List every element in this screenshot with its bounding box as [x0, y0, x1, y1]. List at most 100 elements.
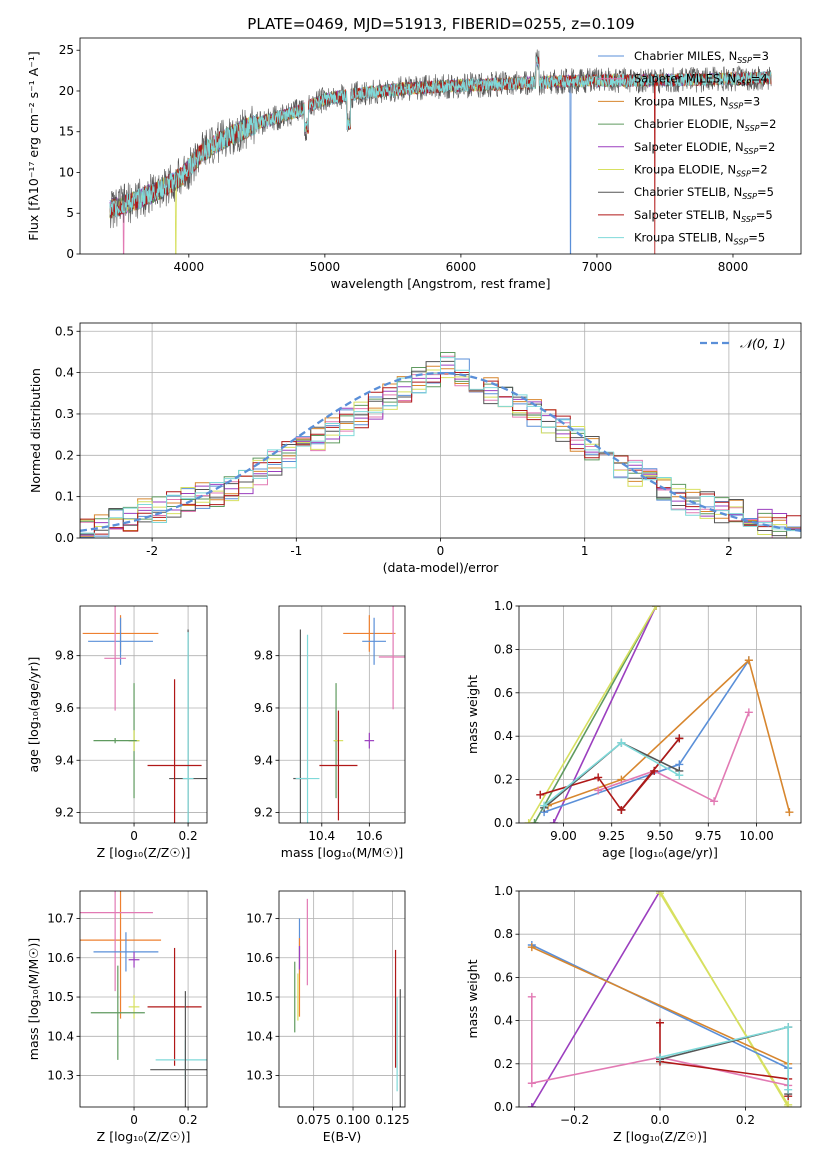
y-tick-label: 10.6: [47, 951, 74, 965]
weight-marker: [594, 786, 603, 795]
x-axis-label: Z [log₁₀(Z/Z☉)]: [613, 1129, 707, 1144]
weight-marker: [784, 1100, 793, 1107]
histogram-series: [80, 357, 801, 538]
y-tick-label: 9.4: [254, 753, 273, 767]
y-tick-label: 0.5: [55, 324, 74, 338]
spectrum-series-line: [109, 57, 772, 254]
weight-series-line: [531, 891, 661, 1107]
weight-marker: [652, 606, 661, 610]
legend-sub: SSP: [742, 192, 757, 201]
weight-series-line: [533, 606, 657, 823]
axes-frame: [518, 605, 802, 824]
legend-name: Chabrier STELIB, N: [634, 185, 742, 199]
axes-layer: 10.4 10.6 9.2 9.4 9.6 9.8 mass [log₁₀(M/M☉)]: [254, 605, 406, 860]
y-tick-label: 15: [59, 125, 74, 139]
y-axis-label: mass [log₁₀(M/M☉)]: [26, 938, 41, 1060]
x-axis-label: (data-model)/error: [383, 560, 500, 575]
axes-layer: 4000 5000 6000 7000 8000 0 5 10 15 20 25 wavelength…: [26, 37, 802, 291]
weight-series-line: [531, 944, 789, 1069]
y-tick-label: 10.5: [246, 990, 273, 1004]
y-tick-label: 10.4: [47, 1029, 74, 1043]
y-tick-label: 0.0: [494, 1100, 513, 1114]
y-tick-label: 0.4: [494, 729, 513, 743]
legend-suffix: =5: [748, 231, 765, 245]
y-tick-label: 20: [59, 84, 74, 98]
y-tick-label: 9.2: [55, 806, 74, 820]
axes-layer: 0.075 0.100 0.125 10.3 10.4 10.5 10.6 10.7 E(B-V…: [246, 890, 410, 1144]
legend-suffix: =2: [760, 117, 777, 131]
x-axis-label: Z [log₁₀(Z/Z☉)]: [97, 1129, 191, 1144]
weight-marker: [527, 943, 536, 952]
x-tick-label: 0: [130, 829, 138, 843]
mass-vs-ebv-panel: 0.075 0.100 0.125 10.3 10.4 10.5 10.6 10.7 E(B-V…: [246, 890, 410, 1144]
y-tick-label: 9.4: [55, 753, 74, 767]
axes-layer: −0.2 0.0 0.2 0.0 0.2 0.4 0.6 0.8 1.0 Z [log₁₀(Z/Z…: [465, 884, 802, 1144]
weight-marker: [617, 805, 626, 814]
x-tick-label: −0.2: [560, 1113, 589, 1127]
legend-suffix: =5: [756, 208, 773, 222]
legend-label: Kroupa ELODIE, NSSP=2: [634, 163, 768, 179]
y-tick-label: 5: [66, 206, 74, 220]
normal-curve: [80, 371, 801, 532]
weight-vs-age-panel: 9.00 9.25 9.50 9.75 10.00 0.0 0.2 0.4 0.6 0.8 1.0 a…: [465, 599, 802, 860]
x-tick-label: 7000: [582, 260, 613, 274]
axes-frame: [79, 890, 208, 1108]
legend-label: Salpeter ELODIE, NSSP=2: [634, 140, 775, 156]
axes-layer: 0 0.2 9.2 9.4 9.6 9.8 Z [log₁₀(Z/Z☉)] age [log₁…: [26, 605, 208, 860]
legend-label: 𝒩(0, 1): [740, 336, 786, 351]
age-vs-mass-panel: 10.4 10.6 9.2 9.4 9.6 9.8 mass [log₁₀(M/M☉)]: [254, 605, 406, 860]
weight-marker: [784, 1023, 793, 1032]
legend-suffix: =3: [752, 49, 769, 63]
y-tick-label: 0.6: [494, 970, 513, 984]
y-tick-label: 0.4: [494, 1014, 513, 1028]
legend-name: Chabrier MILES, N: [634, 49, 737, 63]
axes-layer: 9.00 9.25 9.50 9.75 10.00 0.0 0.2 0.4 0.6 0.8 1.0 a…: [465, 599, 802, 860]
weight-marker: [594, 773, 603, 782]
axes-frame: [79, 37, 802, 255]
data-layer: [527, 891, 793, 1107]
y-tick-label: 0.2: [494, 1057, 513, 1071]
legend-sub: SSP: [737, 56, 752, 65]
x-tick-label: 6000: [446, 260, 477, 274]
y-tick-label: 10.5: [47, 990, 74, 1004]
y-axis-label: mass weight: [465, 959, 480, 1038]
weight-series-line: [547, 658, 791, 813]
x-tick-label: 4000: [174, 260, 205, 274]
y-tick-label: 10.3: [246, 1069, 273, 1083]
legend-sub: SSP: [736, 79, 751, 88]
y-tick-label: 0.4: [55, 366, 74, 380]
weight-series-line: [531, 946, 789, 1065]
y-tick-label: 9.8: [55, 649, 74, 663]
x-axis-label: E(B-V): [323, 1129, 362, 1144]
legend-label: Chabrier MILES, NSSP=3: [634, 49, 769, 65]
histogram-series: [80, 371, 801, 538]
weight-series-line: [531, 996, 789, 1087]
y-tick-label: 0.8: [494, 642, 513, 656]
axes-frame: [278, 890, 406, 1108]
legend-suffix: =2: [751, 163, 768, 177]
x-tick-label: 9.00: [550, 829, 577, 843]
y-tick-label: 10.3: [47, 1069, 74, 1083]
weight-vs-metallicity-panel: −0.2 0.0 0.2 0.0 0.2 0.4 0.6 0.8 1.0 Z [log₁₀(Z/Z…: [465, 884, 802, 1144]
grid-lines: [80, 891, 207, 1107]
weight-series-line: [597, 712, 750, 803]
y-tick-label: 0.2: [55, 448, 74, 462]
data-layer: [82, 606, 207, 823]
y-tick-label: 0.2: [494, 773, 513, 787]
residuals-panel: -2 -1 0 1 2 0.0 0.1 0.2 0.3 0.4 0.5 (data-model)/er…: [28, 322, 802, 575]
legend-sub: SSP: [734, 238, 749, 247]
y-tick-label: 9.8: [254, 649, 273, 663]
weight-marker: [656, 1053, 664, 1062]
axes-frame: [278, 605, 406, 824]
weight-marker: [744, 708, 753, 717]
y-tick-label: 1.0: [494, 599, 513, 613]
weight-series-line: [659, 892, 789, 1106]
x-tick-label: 0.125: [375, 1113, 409, 1127]
weight-marker: [524, 819, 533, 823]
y-axis-label: mass weight: [465, 675, 480, 754]
data-layer: [109, 49, 772, 254]
weight-marker: [784, 1085, 793, 1094]
x-tick-label: 0.075: [296, 1113, 330, 1127]
x-tick-label: 1: [581, 544, 589, 558]
legend-label: Salpeter MILES, NSSP=4: [634, 72, 768, 88]
